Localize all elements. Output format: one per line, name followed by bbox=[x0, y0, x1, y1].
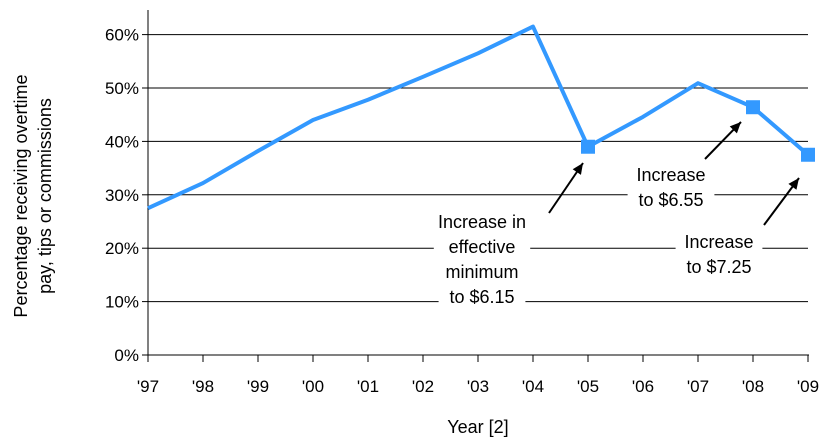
annotation-text: minimum bbox=[445, 262, 518, 282]
annotation-text: to $6.15 bbox=[449, 287, 514, 307]
x-tick-label: '00 bbox=[302, 377, 324, 396]
y-tick-label: 0% bbox=[114, 346, 139, 365]
annotation-backdrop bbox=[438, 286, 526, 309]
x-tick-label: '04 bbox=[522, 377, 544, 396]
annotation-backdrop bbox=[627, 189, 715, 212]
annotation-arrowhead bbox=[729, 122, 741, 134]
x-tick-label: '01 bbox=[357, 377, 379, 396]
x-tick-label: '97 bbox=[137, 377, 159, 396]
annotation: Increase to $6.55 bbox=[627, 121, 742, 212]
y-tick-label: 40% bbox=[105, 132, 139, 151]
x-axis-ticks: '97 '98 '99 '00 '01 '02 '03 '04 '05 '06 '07 '08 '09 bbox=[137, 355, 819, 396]
annotation: Increase to $7.25 bbox=[675, 177, 800, 279]
y-tick-label: 20% bbox=[105, 239, 139, 258]
y-tick-label: 10% bbox=[105, 293, 139, 312]
annotation-backdrop bbox=[424, 211, 540, 234]
annotation-backdrop bbox=[627, 164, 715, 187]
data-point-marker bbox=[746, 100, 760, 115]
annotation-arrowhead bbox=[572, 163, 583, 175]
annotation-text: effective bbox=[449, 237, 516, 257]
annotation-text: Increase in bbox=[438, 212, 526, 232]
y-axis-ticks: 0% 10% 20% 30% 40% 50% 60% bbox=[105, 26, 148, 365]
annotation-backdrop bbox=[675, 231, 763, 254]
annotation-text: to $6.55 bbox=[638, 190, 703, 210]
y-axis-label-line-2: pay, tips or commissions bbox=[35, 98, 55, 294]
annotation-text: Increase bbox=[684, 232, 753, 252]
x-tick-label: '02 bbox=[412, 377, 434, 396]
x-tick-label: '98 bbox=[192, 377, 214, 396]
x-tick-label: '09 bbox=[797, 377, 819, 396]
annotation-text: Increase bbox=[636, 165, 705, 185]
annotation-backdrop bbox=[433, 236, 531, 259]
data-point-marker bbox=[801, 147, 815, 162]
x-axis-label: Year [2] bbox=[447, 417, 508, 437]
x-tick-label: '03 bbox=[467, 377, 489, 396]
annotation: Increase in effective minimum to $6.15 bbox=[424, 162, 584, 309]
y-tick-label: 30% bbox=[105, 186, 139, 205]
x-tick-label: '06 bbox=[632, 377, 654, 396]
x-tick-label: '99 bbox=[247, 377, 269, 396]
x-tick-label: '07 bbox=[687, 377, 709, 396]
gridlines bbox=[148, 34, 808, 303]
annotation-backdrop bbox=[675, 256, 763, 279]
data-point-marker bbox=[581, 139, 595, 154]
x-tick-label: '08 bbox=[742, 377, 764, 396]
annotation-arrowhead bbox=[788, 178, 799, 190]
x-tick-label: '05 bbox=[577, 377, 599, 396]
data-series bbox=[147, 24, 815, 210]
series-line bbox=[147, 24, 810, 210]
annotation-backdrop bbox=[443, 261, 521, 284]
annotation-text: to $7.25 bbox=[686, 257, 751, 277]
y-tick-label: 60% bbox=[105, 26, 139, 45]
y-tick-label: 50% bbox=[105, 79, 139, 98]
y-axis-label-line-1: Percentage receiving overtime bbox=[11, 74, 31, 317]
